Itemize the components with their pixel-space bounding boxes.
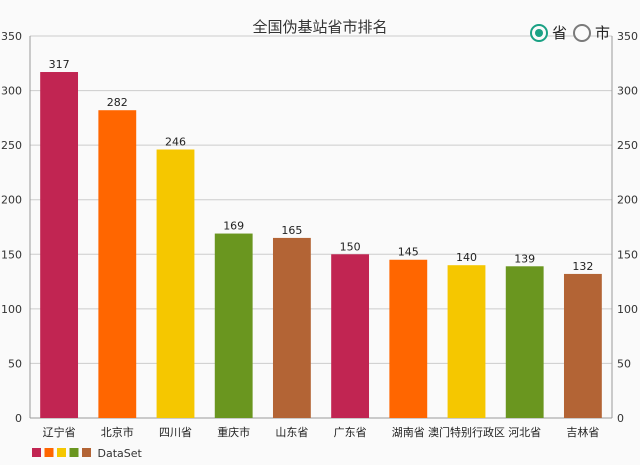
bar-value-label: 150	[340, 240, 361, 253]
bar	[505, 266, 544, 418]
bar-value-label: 282	[107, 96, 128, 109]
y-tick-label-right: 350	[617, 30, 638, 43]
radio-city[interactable]: 市	[572, 22, 610, 43]
y-tick-label-right: 150	[617, 248, 638, 261]
bar	[272, 237, 311, 418]
legend-swatch	[57, 448, 66, 457]
x-tick-label: 山东省	[275, 426, 308, 439]
bar-value-label: 165	[281, 224, 302, 237]
x-tick-label: 吉林省	[566, 425, 599, 439]
legend-swatch	[32, 448, 41, 457]
y-tick-label-left: 100	[1, 303, 22, 316]
radio-unchecked-icon	[572, 23, 591, 42]
radio-checked-icon	[529, 23, 548, 42]
y-tick-label-left: 50	[8, 357, 22, 370]
y-tick-label-right: 250	[617, 139, 638, 152]
x-tick-label: 北京市	[101, 425, 134, 439]
bar-value-label: 140	[456, 251, 477, 264]
y-tick-label-left: 200	[1, 194, 22, 207]
radio-city-label: 市	[594, 24, 610, 42]
bar	[331, 254, 370, 418]
bar	[156, 149, 195, 418]
chart-title: 全国伪基站省市排名	[252, 18, 387, 36]
legend-swatch	[44, 448, 54, 457]
bar-value-label: 139	[514, 252, 535, 265]
y-tick-label-left: 250	[1, 139, 22, 152]
y-tick-label-left: 300	[1, 85, 22, 98]
bar-value-label: 246	[165, 136, 186, 149]
x-tick-label: 澳门特别行政区	[428, 425, 505, 439]
x-tick-label: 重庆市	[217, 425, 250, 439]
radio-province-label: 省	[551, 24, 567, 42]
bars	[40, 72, 602, 419]
y-tick-label-right: 0	[617, 412, 624, 425]
bar	[563, 273, 602, 418]
x-tick-label: 河北省	[508, 426, 541, 439]
bar	[447, 265, 486, 418]
x-tick-label: 湖南省	[392, 426, 425, 439]
axes: 0 0 50 50 100 100 150 150 200 200 250 250 300 300 350 3…	[1, 30, 638, 439]
bar	[40, 72, 79, 418]
y-tick-label-right: 200	[617, 194, 638, 207]
bar	[214, 233, 253, 418]
legend-label: DataSet	[98, 447, 143, 460]
y-tick-label-left: 150	[1, 248, 22, 261]
bar	[389, 259, 428, 418]
radio-province[interactable]: 省	[529, 22, 567, 43]
bar	[98, 110, 137, 419]
x-tick-label: 四川省	[159, 426, 192, 439]
value-labels: 317 282 246 169 165 150 145 140 139 132	[49, 58, 594, 273]
legend: DataSet	[32, 447, 143, 460]
legend-swatch	[82, 448, 91, 457]
bar-value-label: 169	[223, 220, 244, 233]
x-tick-label: 广东省	[334, 426, 367, 439]
y-tick-label-right: 300	[617, 85, 638, 98]
bar-value-label: 317	[49, 58, 70, 71]
y-tick-label-right: 100	[617, 303, 638, 316]
bar-value-label: 145	[398, 246, 419, 259]
x-tick-label: 辽宁省	[43, 425, 76, 439]
y-tick-label-left: 350	[1, 30, 22, 43]
y-tick-label-right: 50	[617, 357, 631, 370]
province-city-toggle: 省 市	[529, 22, 610, 43]
legend-swatch	[69, 448, 79, 457]
y-tick-label-left: 0	[15, 412, 22, 425]
bar-value-label: 132	[572, 260, 593, 273]
